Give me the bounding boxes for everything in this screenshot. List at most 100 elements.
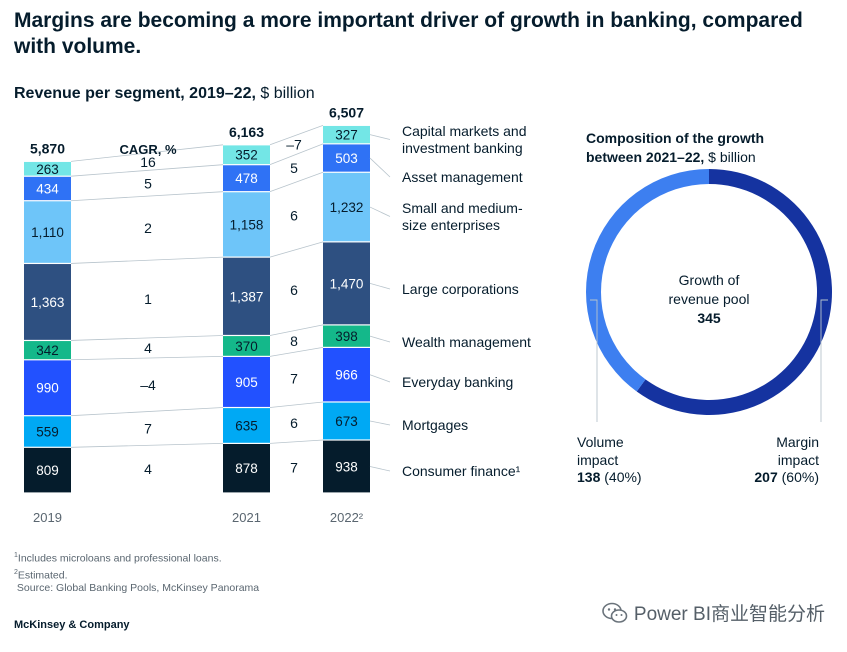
donut-bracket-left — [590, 299, 598, 422]
connector-line — [269, 439, 324, 444]
connector-line — [70, 407, 224, 417]
legend-label: Large corporations — [402, 281, 519, 297]
cagr-2021-2022-label: 6 — [290, 415, 298, 431]
bar-total-label: 6,163 — [229, 124, 264, 140]
footnote-1: 1Includes microloans and professional lo… — [14, 552, 222, 565]
bar-segment — [24, 176, 71, 201]
bar-segment — [223, 145, 270, 165]
bar-value-label: 503 — [335, 151, 358, 166]
connector-line — [269, 171, 324, 193]
bar-segment — [223, 257, 270, 335]
cagr-2021-2022-label: 6 — [290, 282, 298, 298]
bar-value-label: 1,158 — [230, 217, 264, 232]
bar-segment — [223, 443, 270, 493]
bar-value-label: 635 — [235, 418, 258, 433]
bar-segment — [323, 402, 370, 440]
bar-segment — [323, 172, 370, 242]
bar-value-label: 1,232 — [330, 200, 364, 215]
cagr-header: CAGR, % — [119, 142, 177, 157]
bar-total-label: 6,507 — [329, 104, 364, 120]
cagr-2019-2021-label: 16 — [140, 154, 156, 170]
source-note: Source: Global Banking Pools, McKinsey P… — [16, 582, 260, 594]
chart-title: Margins are becoming a more important dr… — [14, 9, 803, 58]
bar-value-label: 434 — [36, 181, 59, 196]
x-axis-tick-label: 2021 — [232, 510, 261, 525]
connector-line — [269, 143, 324, 166]
bar-value-label: 990 — [36, 381, 59, 396]
legend-label: Asset management — [402, 169, 523, 185]
legend-leader-line — [369, 206, 391, 217]
cagr-2019-2021-label: –4 — [140, 377, 156, 393]
cagr-2019-2021-label: 2 — [144, 220, 152, 236]
donut-slice — [636, 168, 833, 416]
donut-center-value: 345 — [697, 310, 721, 326]
brand-label: McKinsey & Company — [14, 619, 130, 631]
bar-value-label: 809 — [36, 463, 59, 478]
bar-value-label: 559 — [36, 424, 59, 439]
legend-leader-line — [369, 134, 391, 140]
cagr-2021-2022-label: –7 — [286, 137, 302, 153]
margin-impact-label: Margin impact — [776, 434, 819, 468]
chart-subtitle: Revenue per segment, 2019–22, $ billion — [14, 84, 315, 104]
cagr-2019-2021-label: 4 — [144, 340, 152, 356]
bar-segment — [323, 347, 370, 402]
x-axis-tick-label: 2019 — [33, 510, 62, 525]
bar-segment — [24, 447, 71, 493]
bar-segment — [24, 341, 71, 360]
subtitle-unit: $ billion — [255, 85, 315, 102]
bar-segment — [323, 242, 370, 325]
bar-segment — [24, 360, 71, 416]
bar-value-label: 938 — [335, 460, 358, 475]
donut-slice — [586, 169, 709, 392]
connector-line — [269, 324, 324, 336]
bar-segment — [223, 192, 270, 257]
bar-value-label: 1,470 — [330, 276, 364, 291]
donut-title-line2: between 2021–22, $ billion — [586, 149, 756, 165]
connector-line — [70, 164, 224, 177]
bar-total-label: 5,870 — [30, 140, 65, 156]
cagr-2021-2022-label: 8 — [290, 333, 298, 349]
bar-value-label: 673 — [335, 414, 358, 429]
legend-leader-line — [369, 420, 391, 426]
legend-label: Capital markets and investment banking — [402, 123, 530, 156]
connector-line — [269, 241, 324, 258]
connector-line — [269, 401, 324, 408]
bar-value-label: 327 — [335, 128, 358, 143]
volume-impact-value: 138 (40%) — [577, 469, 642, 485]
connector-line — [70, 335, 224, 341]
cagr-2019-2021-label: 1 — [144, 291, 152, 307]
bar-segment — [24, 201, 71, 263]
cagr-2021-2022-label: 7 — [290, 370, 298, 386]
bar-segment — [223, 165, 270, 192]
donut-title-line1: Composition of the growth — [586, 130, 764, 146]
bar-segment — [323, 144, 370, 172]
legend-label: Mortgages — [402, 417, 468, 433]
legend-leader-line — [369, 335, 391, 343]
donut-center-label: Growth of revenue pool — [669, 272, 750, 307]
donut-bracket-right — [820, 299, 828, 422]
margin-impact-value: 207 (60%) — [754, 469, 819, 485]
cagr-2021-2022-label: 7 — [290, 459, 298, 475]
bar-value-label: 352 — [235, 148, 258, 163]
connector-line — [70, 256, 224, 264]
connector-line — [269, 124, 324, 146]
bar-value-label: 905 — [235, 375, 258, 390]
legend-leader-line — [369, 282, 391, 290]
watermark-text: Power BI商业智能分析 — [633, 604, 825, 625]
legend-label: Everyday banking — [402, 374, 513, 390]
connector-line — [70, 355, 224, 361]
bar-value-label: 263 — [36, 162, 59, 177]
legend-label: Consumer finance¹ — [402, 463, 521, 479]
footnote-2: 2Estimated. — [14, 568, 68, 582]
watermark: Power BI商业智能分析 — [602, 599, 825, 626]
bar-value-label: 1,387 — [230, 289, 264, 304]
wechat-icon — [602, 602, 628, 624]
x-axis-tick-label: 2022² — [330, 510, 364, 525]
bar-value-label: 370 — [235, 339, 258, 354]
bar-value-label: 1,363 — [31, 295, 65, 310]
bar-value-label: 878 — [235, 461, 258, 476]
legend-leader-line — [369, 466, 391, 472]
cagr-2019-2021-label: 4 — [144, 461, 152, 477]
subtitle-main: Revenue per segment, 2019–22, — [14, 85, 256, 102]
legend-leader-line — [369, 374, 391, 383]
